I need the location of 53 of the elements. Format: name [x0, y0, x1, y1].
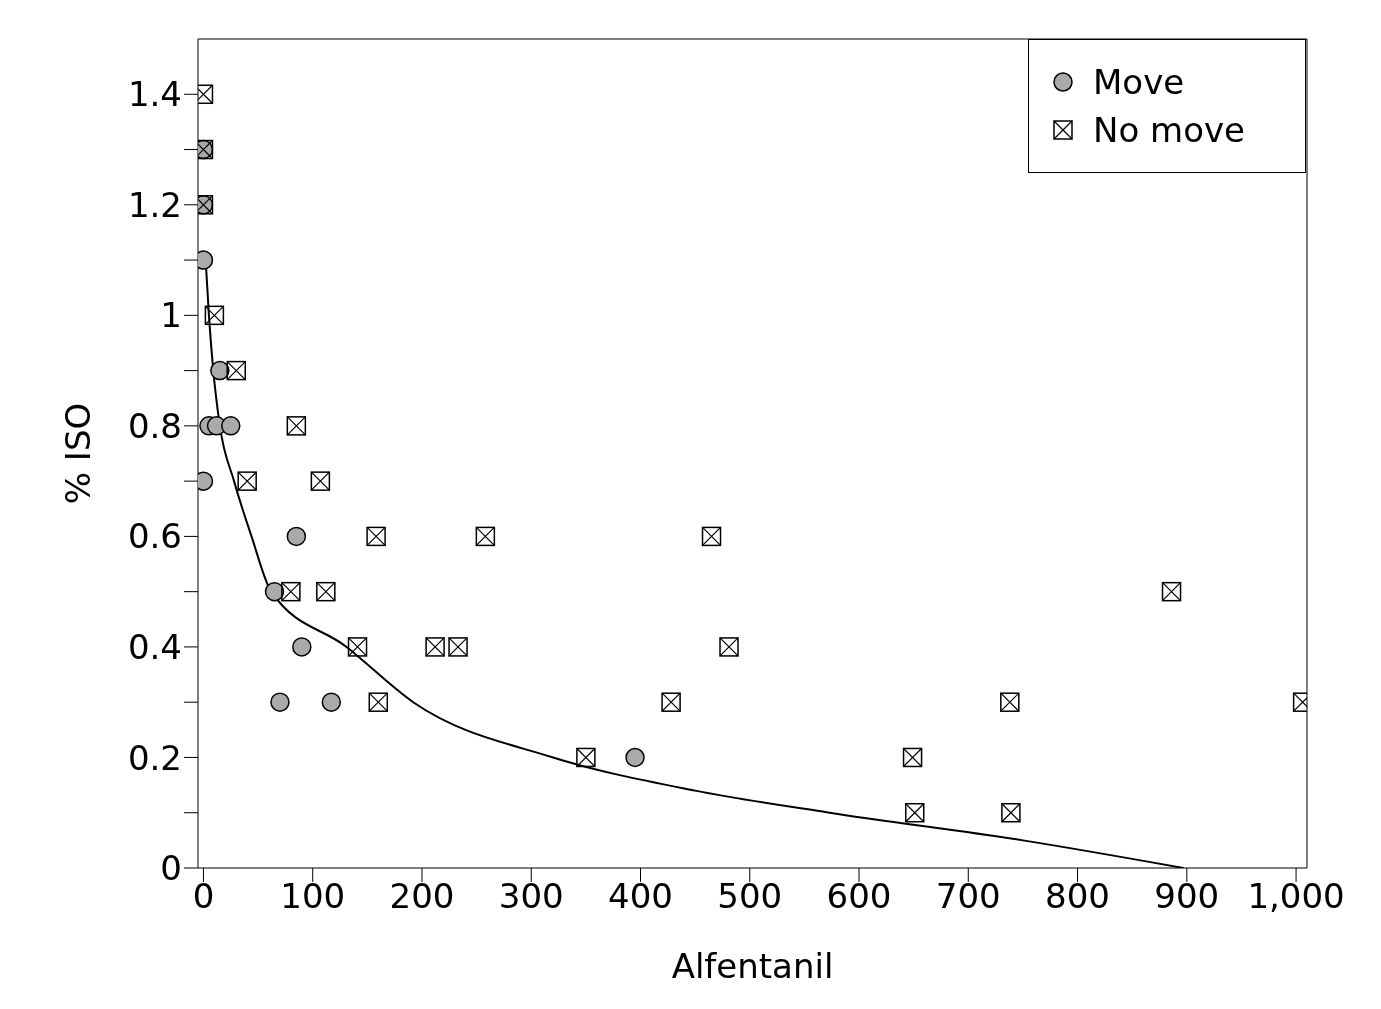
point [286, 416, 307, 436]
point [226, 360, 246, 381]
point [701, 526, 722, 547]
point [316, 581, 336, 602]
x-tick-label: 600 [826, 876, 892, 917]
point [448, 637, 468, 657]
x-tick-label: 700 [935, 876, 1001, 917]
point [292, 637, 312, 657]
x-tick-label: 0 [192, 876, 215, 917]
point [310, 471, 331, 491]
y-tick-label: 1.4 [127, 74, 182, 115]
point [1001, 802, 1021, 823]
point [576, 747, 596, 768]
point [237, 471, 257, 491]
x-tick-label: 500 [717, 876, 783, 917]
point [210, 360, 230, 381]
legend-label: Move [1093, 62, 1185, 102]
point [270, 692, 290, 712]
x-tick-label: 200 [389, 876, 455, 917]
y-tick-label: 0.6 [127, 516, 182, 557]
x-tick-label: 300 [498, 876, 564, 917]
point [281, 581, 301, 602]
point [719, 637, 739, 657]
point [347, 637, 368, 657]
point [905, 802, 925, 823]
x-tick-label: 800 [1045, 876, 1110, 917]
point [368, 692, 389, 712]
point [221, 416, 241, 436]
y-tick-label: 0 [160, 848, 182, 889]
y-tick-label: 1 [160, 295, 182, 336]
point [1000, 692, 1020, 712]
point [661, 692, 681, 712]
y-axis-title: % ISO [58, 402, 99, 505]
x-tick-label: 400 [608, 876, 673, 917]
legend-label: No move [1093, 110, 1246, 150]
x-tick-label: 100 [280, 876, 346, 917]
point [286, 526, 307, 547]
point [1161, 581, 1182, 602]
point [902, 747, 923, 768]
point [264, 581, 285, 602]
point [321, 692, 342, 712]
y-tick-label: 0.8 [127, 405, 182, 446]
point [425, 637, 445, 657]
point [366, 526, 386, 547]
y-tick-label: 0.2 [127, 737, 182, 778]
x-tick-label: 900 [1154, 876, 1220, 917]
y-tick-label: 0.4 [127, 627, 182, 667]
x-axis-title: Alfentanil [671, 946, 834, 986]
y-tick-label: 1.2 [127, 184, 182, 225]
point [625, 747, 645, 768]
point [204, 305, 225, 326]
x-tick-label: 1,000 [1247, 876, 1345, 917]
point [475, 526, 496, 547]
